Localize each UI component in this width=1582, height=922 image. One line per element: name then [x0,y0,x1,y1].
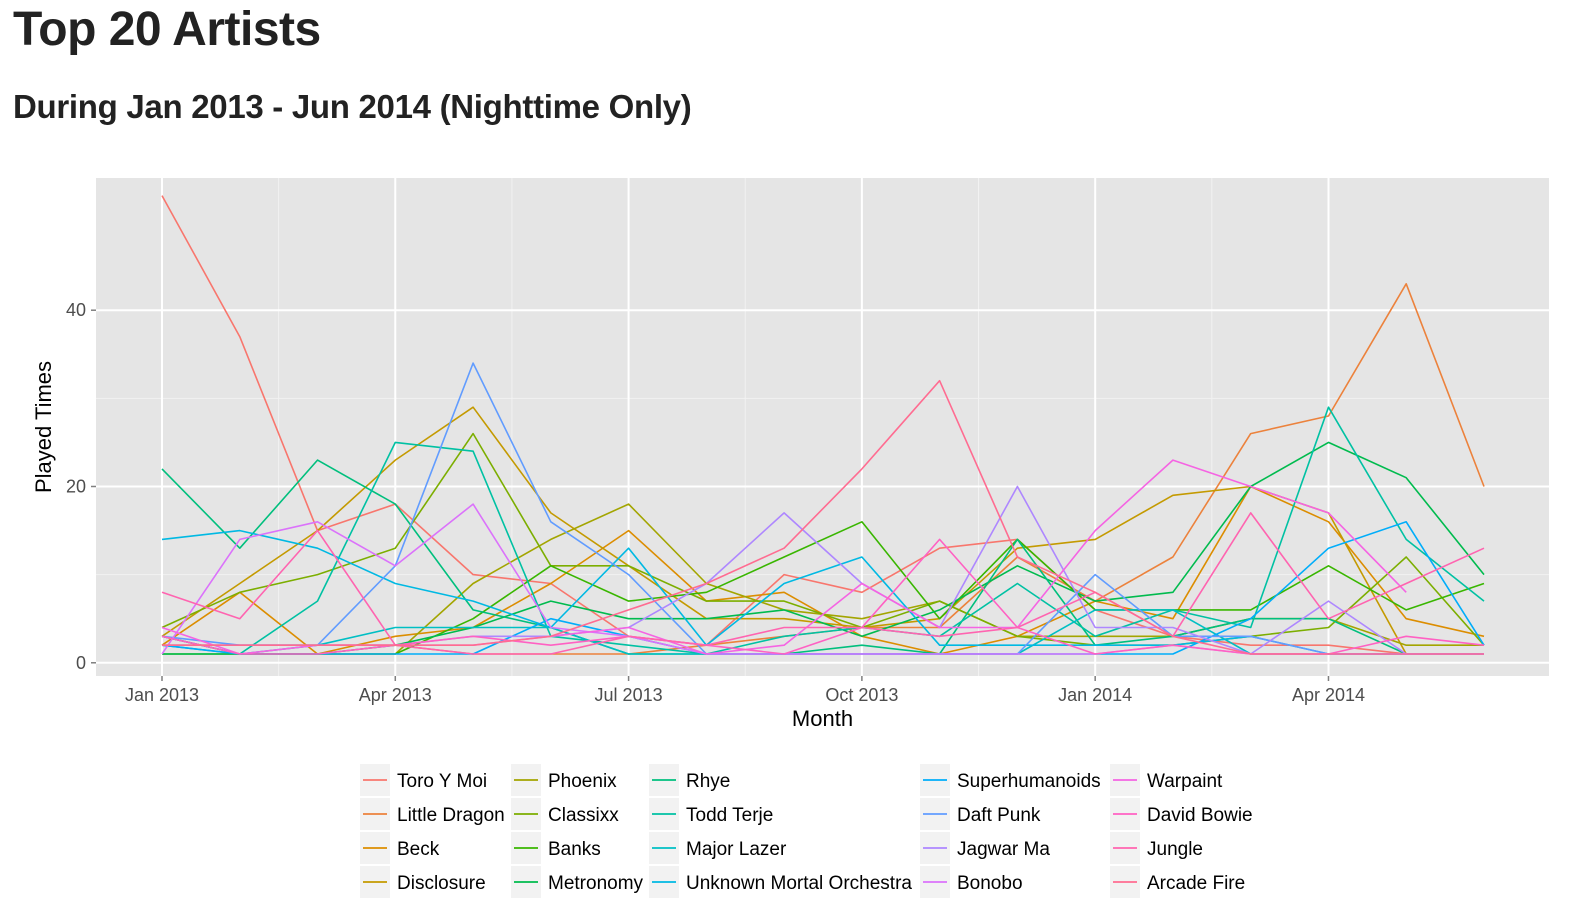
legend-label: Rhye [686,771,730,792]
x-tick-label: Apr 2013 [359,685,432,705]
x-tick-label: Jan 2014 [1058,685,1132,705]
series-line-todd-terje [161,406,1485,655]
x-axis-title: Month [792,706,853,731]
legend-item-banks: Banks [511,832,601,864]
legend-label: Unknown Mortal Orchestra [686,873,912,894]
legend-item-disclosure: Disclosure [360,866,486,898]
y-tick-label: 20 [66,476,86,496]
legend-label: Beck [397,839,440,860]
legend-item-arcade-fire: Arcade Fire [1110,866,1245,898]
legend-item-beck: Beck [360,832,440,864]
legend-item-rhye: Rhye [649,764,730,796]
legend-item-toro-y-moi: Toro Y Moi [360,764,487,796]
legend-item-superhumanoids: Superhumanoids [920,764,1101,796]
legend-item-unknown-mortal-orchestra: Unknown Mortal Orchestra [649,866,912,898]
x-tick-label: Jul 2013 [595,685,663,705]
legend-label: Superhumanoids [957,771,1101,792]
grid-lines [96,178,1549,676]
legend-label: Todd Terje [686,805,773,826]
legend-label: Major Lazer [686,839,787,860]
legend-label: Banks [548,839,601,860]
legend-label: Daft Punk [957,805,1041,826]
y-tick-label: 40 [66,300,86,320]
legend-item-bonobo: Bonobo [920,866,1023,898]
legend-label: Bonobo [957,873,1023,894]
legend-label: Jungle [1147,839,1203,860]
legend-label: David Bowie [1147,805,1253,826]
x-tick-label: Oct 2013 [825,685,898,705]
panel-background [96,178,1549,676]
legend-item-warpaint: Warpaint [1110,764,1223,796]
plot-panel [96,178,1549,676]
page-subtitle: During Jan 2013 - Jun 2014 (Nighttime On… [13,88,692,125]
y-tick-label: 0 [76,653,86,673]
legend-item-jungle: Jungle [1110,832,1203,864]
legend: Toro Y Moi Little Dragon Beck Disclosure Pho… [360,764,1253,898]
series-line-rhye [161,459,1484,655]
series-lines [161,195,1485,655]
y-axis-title: Played Times [31,361,56,493]
legend-label: Disclosure [397,873,486,894]
legend-item-daft-punk: Daft Punk [920,798,1041,830]
legend-item-david-bowie: David Bowie [1110,798,1253,830]
legend-item-major-lazer: Major Lazer [649,832,787,864]
legend-item-metronomy: Metronomy [511,866,644,898]
legend-item-phoenix: Phoenix [511,764,617,796]
legend-item-little-dragon: Little Dragon [360,798,505,830]
legend-label: Jagwar Ma [957,839,1050,860]
legend-label: Arcade Fire [1147,873,1245,894]
axes: 0 20 40 Jan 2013 Apr 2013 Jul 2013 Oct 2013 Jan… [31,300,1365,731]
series-line-arcade-fire [162,379,1484,655]
legend-label: Warpaint [1147,771,1223,792]
legend-label: Phoenix [548,771,617,792]
page-title: Top 20 Artists [13,3,321,56]
legend-label: Classixx [548,805,619,826]
legend-label: Toro Y Moi [397,771,487,792]
legend-item-todd-terje: Todd Terje [649,798,773,830]
series-line-jungle [161,512,1485,655]
legend-label: Little Dragon [397,805,505,826]
legend-item-jagwar-ma: Jagwar Ma [920,832,1050,864]
x-tick-label: Jan 2013 [125,685,199,705]
legend-label: Metronomy [548,873,644,894]
legend-item-classixx: Classixx [511,798,619,830]
x-tick-label: Apr 2014 [1292,685,1365,705]
